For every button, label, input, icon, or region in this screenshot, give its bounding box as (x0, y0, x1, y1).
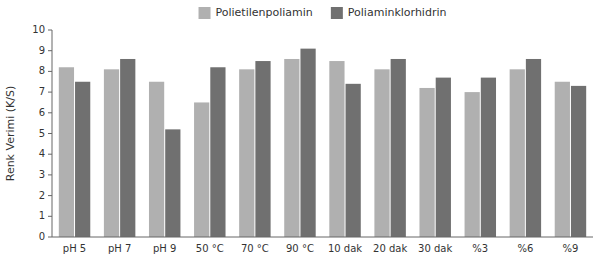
legend-label: Poliaminklorhidrin (348, 6, 447, 19)
bar: Poliaminklorhidrin: 7.7 (436, 78, 451, 237)
x-tick-label: %6 (517, 243, 533, 254)
bar: Poliaminklorhidrin: 7.3 (571, 86, 586, 237)
bar: Poliaminklorhidrin: 7.7 (481, 78, 496, 237)
y-tick-label: 8 (39, 65, 45, 76)
bar: Poliaminklorhidrin: 9.1 (300, 49, 315, 237)
y-tick-label: 3 (39, 169, 45, 180)
y-tick (48, 30, 52, 31)
legend-swatch (199, 7, 211, 19)
y-tick-label: 10 (32, 24, 45, 35)
x-tick-label: pH 5 (63, 243, 86, 254)
bar: Polietilenpoliamin: 8.6 (284, 59, 299, 237)
y-tick-label: 7 (39, 86, 45, 97)
y-tick (48, 50, 52, 51)
y-tick-label: 2 (39, 190, 45, 201)
bar: Poliaminklorhidrin: 8.6 (391, 59, 406, 237)
bar: Polietilenpoliamin: 8.1 (510, 69, 525, 237)
bar: Polietilenpoliamin: 7.5 (149, 82, 164, 237)
x-tick-label: 90 °C (286, 243, 314, 254)
bar: Polietilenpoliamin: 8.1 (104, 69, 119, 237)
y-tick (48, 71, 52, 72)
x-tick-label: pH 9 (153, 243, 176, 254)
legend: Polietilenpoliamin Poliaminklorhidrin (199, 6, 447, 19)
x-axis-line (52, 237, 593, 238)
bar: Polietilenpoliamin: 7.2 (419, 88, 434, 237)
y-tick (48, 133, 52, 134)
x-tick-label: 30 dak (418, 243, 452, 254)
y-tick-label: 4 (39, 148, 45, 159)
y-tick (48, 174, 52, 175)
bar: Poliaminklorhidrin: 8.2 (210, 67, 225, 237)
bar: Poliaminklorhidrin: 8.6 (120, 59, 135, 237)
bar: Polietilenpoliamin: 8.2 (59, 67, 74, 237)
bar: Polietilenpoliamin: 8.1 (239, 69, 254, 237)
y-tick (48, 92, 52, 93)
chart: Polietilenpoliamin: 8.2 Polietilenpoliami… (0, 0, 603, 261)
y-tick (48, 237, 52, 238)
bar: Poliaminklorhidrin: 8.5 (255, 61, 270, 237)
legend-swatch (331, 7, 343, 19)
x-tick-label: 50 °C (196, 243, 224, 254)
legend-label: Polietilenpoliamin (216, 6, 313, 19)
bar: Poliaminklorhidrin: 7.4 (346, 84, 361, 237)
y-tick (48, 216, 52, 217)
y-tick-label: 1 (39, 210, 45, 221)
y-axis-label: Renk Verimi (K/S) (4, 86, 17, 182)
x-tick-label: %3 (472, 243, 488, 254)
y-tick-label: 5 (39, 128, 45, 139)
y-tick-label: 9 (39, 45, 45, 56)
y-tick-label: 6 (39, 107, 45, 118)
x-tick-label: 10 dak (328, 243, 362, 254)
y-tick (48, 112, 52, 113)
y-tick (48, 154, 52, 155)
bar: Polietilenpoliamin: 8.1 (374, 69, 389, 237)
bar: Polietilenpoliamin: 8.5 (329, 61, 344, 237)
x-tick-label: %9 (563, 243, 579, 254)
bar: Poliaminklorhidrin: 5.2 (165, 129, 180, 237)
bars: Polietilenpoliamin: 8.2 Polietilenpoliami… (59, 49, 586, 237)
bar: Poliaminklorhidrin: 7.5 (75, 82, 90, 237)
x-tick-label: 70 °C (241, 243, 269, 254)
y-tick-label: 0 (39, 231, 45, 242)
bar: Polietilenpoliamin: 6.5 (194, 102, 209, 237)
x-tick-label: pH 7 (108, 243, 131, 254)
bar: Polietilenpoliamin: 7 (465, 92, 480, 237)
y-tick (48, 195, 52, 196)
bar: Polietilenpoliamin: 7.5 (555, 82, 570, 237)
x-tick-label: 20 dak (373, 243, 407, 254)
bar: Poliaminklorhidrin: 8.6 (526, 59, 541, 237)
